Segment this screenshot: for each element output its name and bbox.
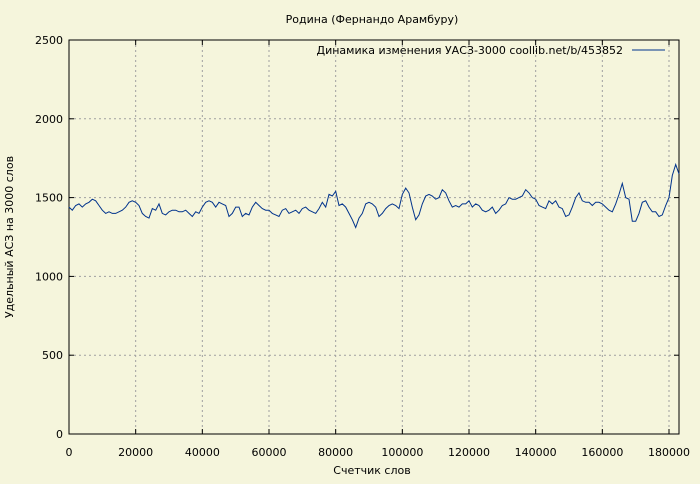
x-tick-label: 180000 (648, 446, 690, 459)
y-tick-label: 2000 (35, 113, 63, 126)
series-line (68, 162, 680, 229)
x-tick-label: 120000 (448, 446, 490, 459)
series-layer (68, 162, 680, 229)
y-tick-label: 1000 (35, 270, 63, 283)
y-tick-label: 0 (56, 428, 63, 441)
x-tick-label: 60000 (252, 446, 287, 459)
x-tick-label: 80000 (318, 446, 353, 459)
x-tick-label: 160000 (581, 446, 623, 459)
chart-title: Родина (Фернандо Арамбуру) (286, 13, 459, 26)
y-tick-label: 500 (42, 349, 63, 362)
x-tick-label: 100000 (381, 446, 423, 459)
y-tick-label: 1500 (35, 192, 63, 205)
x-tick-label: 0 (66, 446, 73, 459)
x-tick-label: 40000 (185, 446, 220, 459)
x-tick-label: 140000 (515, 446, 557, 459)
grid (69, 40, 679, 434)
y-tick-label: 2500 (35, 34, 63, 47)
axes: 0 20000 40000 60000 80000 100000 120000 140000 1… (35, 34, 690, 459)
legend-label: Динамика изменения УАСЗ-3000 coollib.net… (317, 44, 624, 57)
x-tick-label: 20000 (118, 446, 153, 459)
legend: Динамика изменения УАСЗ-3000 coollib.net… (317, 44, 665, 57)
plot-frame (68, 39, 680, 435)
y-axis-label: Удельный АСЗ на 3000 слов (3, 156, 16, 318)
x-axis-label: Счетчик слов (333, 464, 410, 477)
